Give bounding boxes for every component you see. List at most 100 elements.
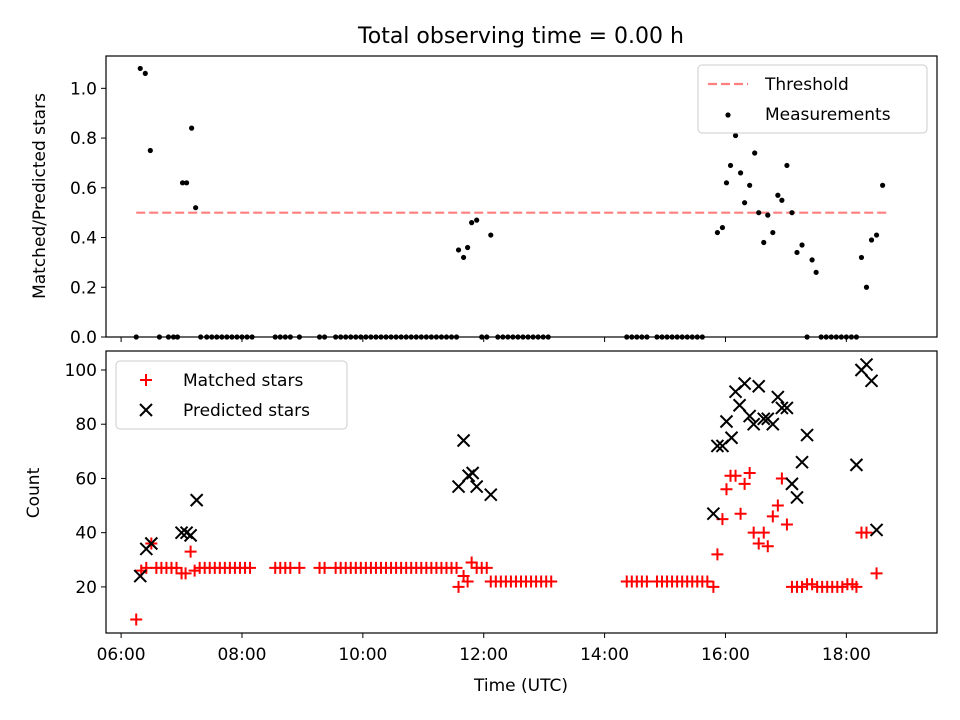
- predicted-star-point: [174, 525, 189, 540]
- measurement-point: [321, 334, 328, 340]
- top-legend: Threshold Measurements: [697, 64, 928, 134]
- measurement-point: [545, 334, 551, 340]
- matched-star-point: [707, 580, 720, 593]
- measurement-point: [229, 334, 235, 340]
- matched-star-point: [461, 575, 474, 588]
- matched-star-point: [761, 540, 774, 553]
- measurement-point: [142, 70, 148, 77]
- matched-star-point: [184, 545, 197, 558]
- legend-predicted-swatch: [139, 403, 153, 417]
- predicted-star-point: [189, 493, 204, 507]
- measurement-point: [224, 334, 230, 340]
- measurement-point: [515, 334, 521, 340]
- measurement-point: [198, 334, 204, 340]
- measurement-point: [756, 210, 762, 216]
- measurement-point: [234, 334, 240, 340]
- measurement-point: [156, 334, 162, 340]
- predicted-star-point: [771, 390, 785, 404]
- measurement-point: [732, 132, 739, 139]
- predicted-star-point: [757, 412, 771, 426]
- measurement-point: [455, 247, 462, 253]
- measurement-point: [465, 244, 471, 251]
- matched-star-point: [640, 575, 653, 588]
- matched-star-point: [747, 526, 760, 539]
- matched-star-point: [780, 518, 793, 531]
- bottom-axes-frame: [105, 350, 938, 634]
- measurement-point: [784, 162, 790, 169]
- measurement-point: [179, 180, 186, 186]
- bottom-x-tick-label: 10:00: [338, 645, 387, 665]
- measurement-point: [674, 334, 680, 340]
- measurement-point: [249, 334, 255, 340]
- measurement-point: [535, 334, 541, 340]
- measurement-point: [684, 334, 690, 340]
- measurement-point: [383, 334, 389, 340]
- top-y-tick-label: 1.0: [70, 79, 97, 99]
- top-y-tick-label: 0.0: [70, 328, 97, 348]
- measurement-point: [848, 334, 854, 340]
- matched-star-point: [796, 580, 809, 593]
- measurement-point: [624, 334, 630, 340]
- measurement-point: [358, 334, 364, 340]
- predicted-star-point: [800, 428, 814, 442]
- measurement-point: [484, 334, 490, 340]
- bottom-y-tick-label: 40: [75, 524, 97, 544]
- measurement-point: [137, 65, 143, 72]
- measurement-point: [858, 254, 865, 261]
- predicted-star-point: [724, 431, 739, 445]
- measurement-point: [659, 334, 665, 340]
- measurement-point: [174, 334, 181, 340]
- matched-star-point: [318, 561, 331, 574]
- measurement-point: [654, 334, 660, 340]
- measurement-point: [719, 224, 726, 231]
- measurement-point: [540, 334, 546, 340]
- measurement-point: [133, 334, 139, 340]
- matched-star-point: [870, 567, 883, 580]
- measurement-point: [843, 334, 849, 340]
- measurement-point: [629, 334, 635, 340]
- bottom-x-tick-label: 14:00: [580, 645, 629, 665]
- bottom-x-tick-label: 08:00: [217, 645, 266, 665]
- matched-star-point: [757, 526, 770, 539]
- measurement-point: [348, 334, 354, 340]
- predicted-star-point: [742, 409, 757, 423]
- measurement-point: [287, 334, 293, 340]
- measurement-point: [147, 147, 153, 154]
- legend-measurements-label: Measurements: [765, 105, 891, 125]
- measurement-point: [282, 334, 288, 340]
- measurement-point: [868, 237, 875, 243]
- measurement-point: [752, 150, 758, 156]
- predicted-star-point: [859, 357, 874, 372]
- measurement-point: [343, 334, 349, 340]
- measurement-point: [183, 180, 190, 186]
- measurement-point: [828, 334, 834, 340]
- matched-star-point: [850, 580, 863, 593]
- predicted-star-point: [183, 528, 198, 543]
- bottom-legend-box: [115, 360, 348, 430]
- top-legend-box: [697, 64, 928, 134]
- measurement-point: [747, 182, 753, 188]
- matched-star-point: [766, 510, 779, 523]
- measurement-point: [469, 220, 475, 226]
- measurement-point: [809, 257, 815, 263]
- measurement-point: [193, 205, 199, 211]
- measurement-point: [363, 334, 369, 340]
- predicted-star-point: [451, 479, 466, 494]
- predicted-star-point: [795, 455, 809, 469]
- measurement-point: [779, 197, 785, 203]
- matched-star-point: [450, 561, 463, 574]
- measurement-point: [333, 334, 339, 340]
- matched-star-point: [738, 477, 751, 490]
- measurement-point: [880, 182, 886, 188]
- measurement-point: [272, 334, 278, 340]
- matched-star-point: [743, 467, 756, 480]
- bottom-y-tick-label: 60: [75, 469, 97, 489]
- measurement-point: [479, 334, 485, 340]
- measurement-point: [761, 239, 767, 246]
- bottom-y-tick-label: 20: [75, 578, 97, 598]
- measurement-point: [368, 334, 374, 340]
- measurement-point: [799, 242, 805, 248]
- predicted-star-point: [775, 401, 789, 415]
- measurement-point: [873, 232, 880, 238]
- matched-star-point: [188, 564, 201, 577]
